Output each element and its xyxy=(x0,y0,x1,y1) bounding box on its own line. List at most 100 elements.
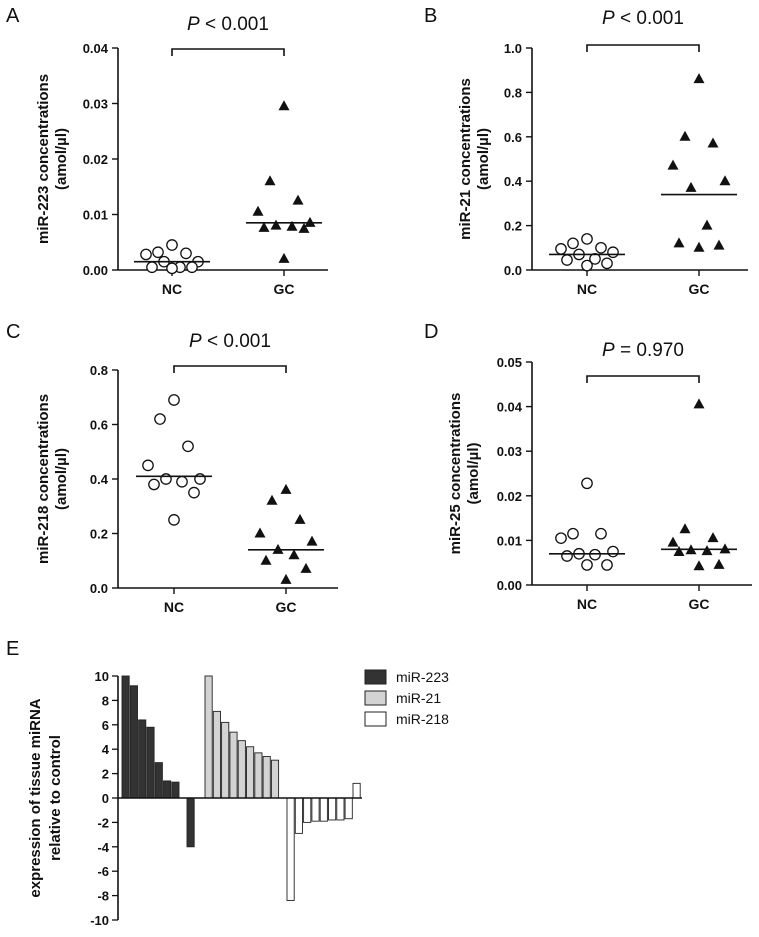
data-point-nc xyxy=(595,527,607,540)
bar-mir-218 xyxy=(319,797,328,822)
y-axis-label-2: relative to control xyxy=(47,735,64,861)
y-tick-label: 0.02 xyxy=(497,489,522,504)
y-tick-label: 0.01 xyxy=(497,533,522,548)
data-point-nc xyxy=(176,475,188,488)
data-point-gc xyxy=(679,130,691,141)
y-tick-label: 10 xyxy=(95,669,109,684)
y-tick-label: 0.02 xyxy=(83,152,108,167)
data-point-gc xyxy=(693,73,705,84)
panel-letter: A xyxy=(6,5,20,27)
data-point-nc xyxy=(581,477,593,490)
y-axis-label: expression of tissue miRNA xyxy=(27,698,44,897)
data-point-nc xyxy=(148,478,160,491)
data-point-nc xyxy=(182,440,194,453)
p-value-text: < 0.001 xyxy=(200,14,269,35)
y-tick-label: -10 xyxy=(90,913,109,928)
data-point-gc xyxy=(679,523,691,534)
p-value-symbol: P xyxy=(602,340,615,361)
legend-swatch-mir-223 xyxy=(364,669,387,685)
data-point-nc xyxy=(581,233,593,245)
data-point-gc xyxy=(693,241,705,252)
bar-mir-218 xyxy=(294,797,303,834)
data-point-gc xyxy=(701,219,713,230)
p-value-symbol: P xyxy=(187,14,200,35)
data-point-nc xyxy=(567,237,579,250)
panel-letter: C xyxy=(6,321,20,343)
significance-bracket xyxy=(586,44,700,52)
p-value-symbol: P xyxy=(602,8,615,29)
data-point-nc xyxy=(567,527,579,540)
bar-mir-223 xyxy=(146,726,155,799)
data-point-gc xyxy=(260,554,272,565)
data-point-gc xyxy=(673,545,685,556)
data-point-nc xyxy=(561,254,573,266)
data-point-gc xyxy=(300,562,312,573)
bar-mir-21 xyxy=(262,756,271,799)
x-tick-label: NC xyxy=(164,599,184,615)
bar-mir-223 xyxy=(186,797,195,848)
y-tick-label: 0.05 xyxy=(497,355,522,370)
significance-bracket xyxy=(171,48,285,56)
data-point-gc xyxy=(280,483,292,494)
data-point-nc xyxy=(166,239,178,251)
x-tick-label: NC xyxy=(162,281,182,297)
data-point-gc xyxy=(713,558,725,569)
bar-mir-223 xyxy=(138,719,147,799)
y-tick-label: 0.2 xyxy=(504,219,522,234)
data-point-gc xyxy=(685,181,697,192)
y-axis-label-unit: (amol/µl) xyxy=(475,128,492,190)
data-point-gc xyxy=(298,222,310,233)
bar-mir-223 xyxy=(163,780,172,799)
y-tick-label: 0.03 xyxy=(83,97,108,112)
data-point-gc xyxy=(713,239,725,250)
y-tick-label: 0 xyxy=(102,791,109,806)
legend-label-mir-21: miR-21 xyxy=(396,690,441,706)
p-value-symbol: P xyxy=(189,331,202,352)
data-point-gc xyxy=(292,194,304,205)
data-point-nc xyxy=(595,241,607,254)
data-point-gc xyxy=(719,175,731,186)
y-tick-label: -6 xyxy=(97,864,109,879)
bar-mir-21 xyxy=(237,740,246,799)
data-point-gc xyxy=(252,205,264,216)
bar-mir-223 xyxy=(171,781,180,799)
data-point-gc xyxy=(707,532,719,543)
y-tick-label: 0.00 xyxy=(497,578,522,593)
data-point-nc xyxy=(180,247,192,260)
bar-mir-21 xyxy=(229,731,238,799)
bar-mir-21 xyxy=(254,752,263,799)
data-point-nc xyxy=(188,486,200,499)
data-point-gc xyxy=(304,216,316,227)
data-point-gc xyxy=(270,219,282,230)
y-tick-label: 0.0 xyxy=(504,263,522,278)
y-tick-label: 0.0 xyxy=(90,581,108,596)
bar-mir-218 xyxy=(303,797,312,823)
x-tick-label: GC xyxy=(274,281,295,297)
bar-mir-218 xyxy=(344,797,353,820)
data-point-nc xyxy=(581,259,593,272)
data-point-nc xyxy=(555,243,567,255)
y-tick-label: 0.8 xyxy=(504,85,522,100)
data-point-gc xyxy=(673,237,685,248)
legend-swatch-mir-218 xyxy=(364,711,387,727)
bar-mir-21 xyxy=(212,710,221,799)
bar-mir-21 xyxy=(221,721,230,799)
panel-letter: D xyxy=(424,321,438,343)
data-point-gc xyxy=(306,535,318,546)
p-value-text: < 0.001 xyxy=(615,8,684,29)
data-point-gc xyxy=(278,252,290,263)
x-tick-label: NC xyxy=(577,281,597,297)
bar-mir-218 xyxy=(336,797,345,821)
data-point-nc xyxy=(152,246,164,259)
panel-letter: B xyxy=(424,5,437,27)
bar-mir-21 xyxy=(204,675,213,799)
data-point-nc xyxy=(154,413,166,425)
p-value-text: < 0.001 xyxy=(202,331,271,352)
data-point-nc xyxy=(146,261,158,274)
bar-mir-223 xyxy=(154,762,163,799)
y-tick-label: -8 xyxy=(97,889,109,904)
x-tick-label: GC xyxy=(689,596,710,612)
